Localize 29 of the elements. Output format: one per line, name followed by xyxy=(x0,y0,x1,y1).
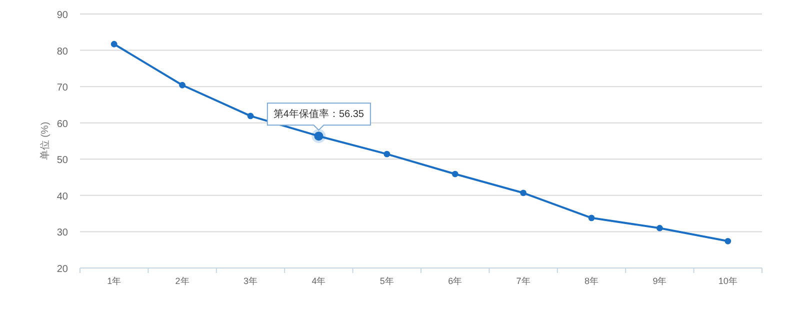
y-tick-label: 30 xyxy=(56,228,68,239)
x-tick-label: 4年 xyxy=(312,276,326,286)
point xyxy=(724,238,732,244)
x-tick-label: 5年 xyxy=(380,276,394,286)
y-tick-label: 80 xyxy=(56,46,68,58)
point xyxy=(656,224,663,232)
x-tick-label: 2年 xyxy=(175,276,190,286)
point xyxy=(110,40,118,48)
point xyxy=(179,82,186,88)
x-tick-label: 1年 xyxy=(107,276,122,286)
x-tick-label: 10年 xyxy=(718,276,738,286)
x-tick-label: 8年 xyxy=(584,276,599,286)
x-tick-label: 6年 xyxy=(448,276,462,286)
y-tick-label: 40 xyxy=(56,191,68,202)
y-tick-label: 70 xyxy=(56,82,68,94)
y-tick-label: 60 xyxy=(56,118,68,130)
y-tick-label: 20 xyxy=(56,264,68,275)
point xyxy=(384,150,390,158)
y-tick-label: 90 xyxy=(56,10,68,21)
y-tick-label: 50 xyxy=(56,155,68,166)
x-tick-label: 3年 xyxy=(243,276,258,286)
point xyxy=(520,190,526,196)
x-tick-label: 9年 xyxy=(652,276,667,286)
point xyxy=(452,170,458,178)
point xyxy=(588,214,595,222)
x-tick-label: 7年 xyxy=(516,276,530,286)
y-axis-title: 单位 (%) xyxy=(39,122,51,160)
annotation: 第4年保值率：56.35 xyxy=(273,108,364,120)
point xyxy=(247,112,254,120)
